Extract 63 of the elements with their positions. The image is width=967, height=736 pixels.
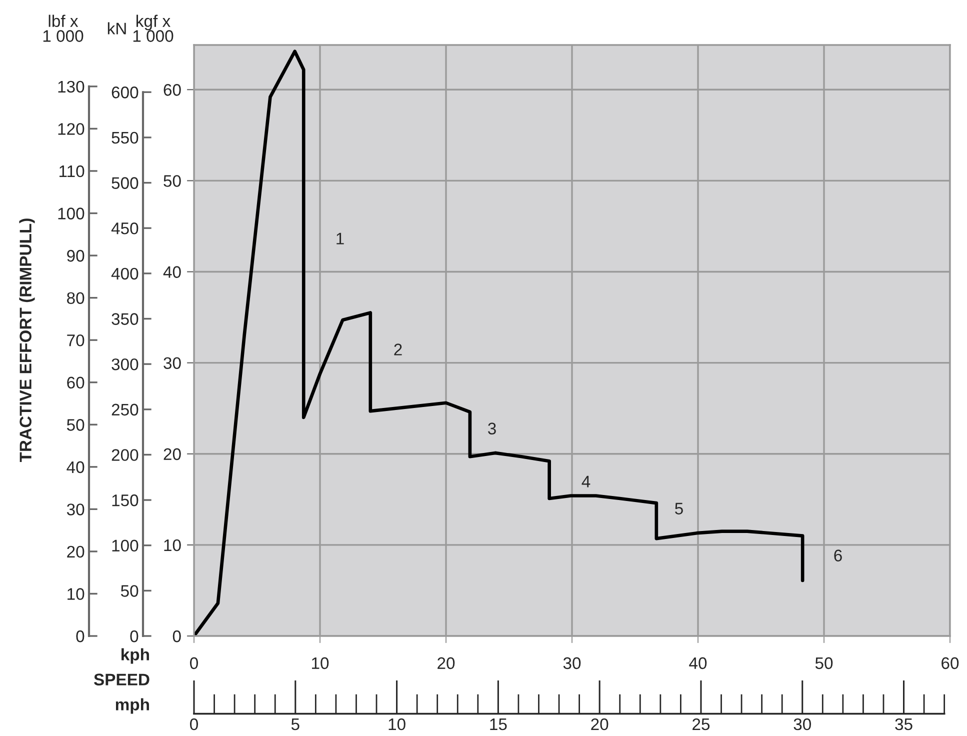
y2-tick-label: 100 [112,540,138,552]
y-tick-label: 50 [164,175,181,187]
y3-tick-label: 30 [66,504,84,516]
x-tick-label: 60 [942,657,959,670]
x-tick-label: 10 [312,657,329,670]
x-tick-label: 40 [689,657,707,670]
y2-tick-label: 150 [112,494,138,506]
x2-tick-label: 15 [490,718,507,730]
x-tick-label: 50 [815,657,833,670]
x2-tick-label: 10 [388,718,406,730]
annotation: 4 [582,476,590,488]
y3-tick-label: 130 [58,80,84,93]
x-tick-label: 30 [563,657,581,670]
y2-tick-label: 500 [112,177,138,189]
y-tick-label: 30 [164,357,181,370]
y2-tick-label: 200 [112,449,138,461]
x2-tick-label: 0 [190,718,198,730]
text: SPEED [94,674,150,686]
x-tick-label: 0 [190,657,198,670]
x2-tick-label: 5 [291,718,300,730]
x2-axis-title: mph [116,698,149,714]
y2-tick-label: 400 [111,268,138,280]
y-tick-label: 20 [164,448,181,460]
y3-tick-label: 110 [60,165,84,178]
y2-tick-label: 250 [112,404,138,416]
text: TRACTIVE EFFORT (RIMPULL) [19,218,35,462]
annotation: 6 [834,550,842,562]
y2-tick-label: 350 [112,313,138,325]
y-tick-label: 40 [163,266,181,278]
y3-tick-label: 50 [66,419,84,431]
y2-tick-label: 450 [111,222,138,234]
y3-tick-label: 70 [67,334,84,346]
annotation: 3 [488,422,496,434]
annotation: 5 [675,502,683,514]
y3-tick-label: 60 [67,376,84,389]
y3-axis-title: lbf x 1 000 [43,14,84,42]
y2-tick-label: 50 [120,585,138,597]
x-axis-title: kph [122,648,149,664]
y-tick-label: 0 [172,630,181,642]
y3-tick-label: 80 [67,292,84,304]
y2-tick-label: 300 [112,358,138,370]
y2-tick-label: 600 [112,86,138,98]
y3-tick-label: 0 [76,630,84,642]
y2-tick-label: 0 [130,630,138,642]
y3-tick-label: 10 [68,588,84,600]
y2-tick-label: 550 [112,132,138,144]
line-series [194,50,804,636]
x2-tick-label: 35 [895,718,912,730]
x2-tick-label: 25 [692,718,710,730]
x2-tick-label: 20 [591,718,608,730]
annotation: 1 [336,232,344,244]
y2-axis-title: kN [108,22,126,34]
y-axis-title: kgf x 1 000 [133,14,174,42]
y-tick-label: 60 [164,84,181,96]
y3-tick-label: 20 [67,546,84,558]
y3-tick-label: 40 [66,461,84,474]
annotation: 2 [394,344,402,356]
y-tick-label: 10 [164,539,181,552]
y3-tick-label: 120 [58,123,84,135]
y3-tick-label: 90 [67,250,84,262]
x2-tick-label: 30 [794,718,811,730]
y3-tick-label: 100 [58,208,84,220]
x-tick-label: 20 [438,657,455,670]
